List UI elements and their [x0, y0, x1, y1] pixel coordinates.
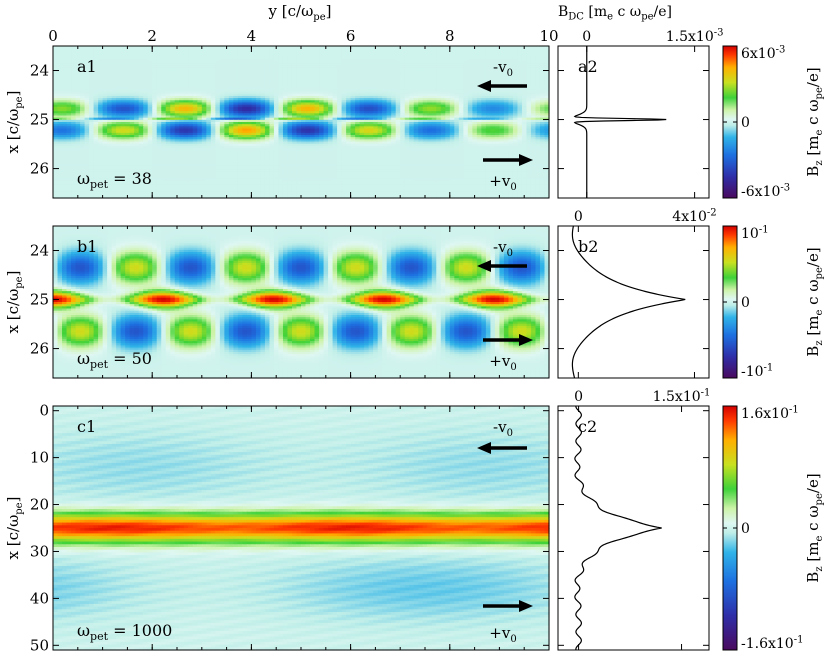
- top-dc-label: BDC​ [me​ c ωpe​/e]: [558, 4, 672, 23]
- top-xlabel: y [c/ωpe​]: [268, 2, 332, 23]
